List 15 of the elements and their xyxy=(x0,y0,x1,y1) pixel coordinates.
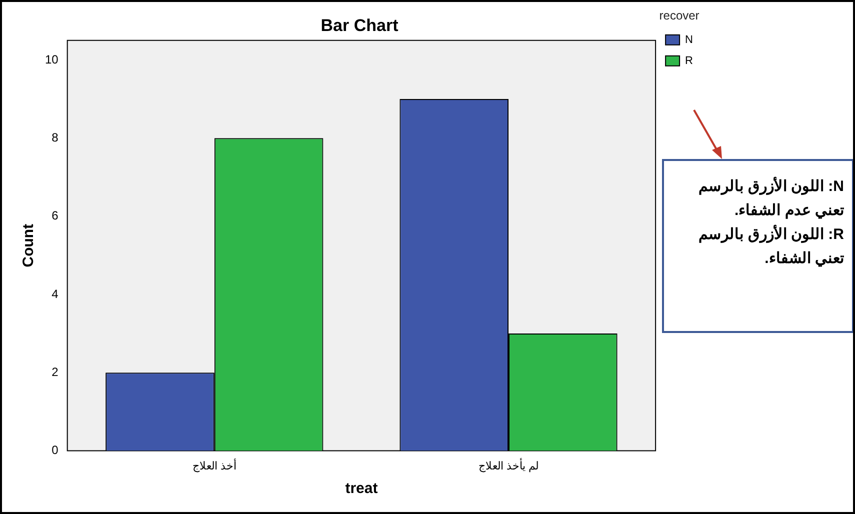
y-tick-label: 2 xyxy=(52,364,59,379)
y-tick-label: 8 xyxy=(52,130,59,144)
legend-label: N xyxy=(685,34,694,46)
x-tick-label: لم يأخذ العلاج xyxy=(478,458,539,472)
y-tick-label: 10 xyxy=(44,52,59,66)
y-axis-title: Count xyxy=(20,224,38,268)
legend-label: R xyxy=(685,54,694,67)
legend-title: recover xyxy=(659,8,700,22)
y-tick-label: 4 xyxy=(52,286,59,301)
y-tick-label: 0 xyxy=(52,443,59,458)
x-tick-label: أخذ العلاج xyxy=(192,458,236,472)
y-tick-label: 6 xyxy=(52,208,59,223)
text-box: N: اللون الأزرق بالرسم تعني عدم الشفاء. R: اللون الأزرق بالرسم تعني الشفاء. xyxy=(662,159,853,333)
x-axis-title: treat xyxy=(345,480,378,498)
chart-title: Bar Chart xyxy=(320,16,399,35)
